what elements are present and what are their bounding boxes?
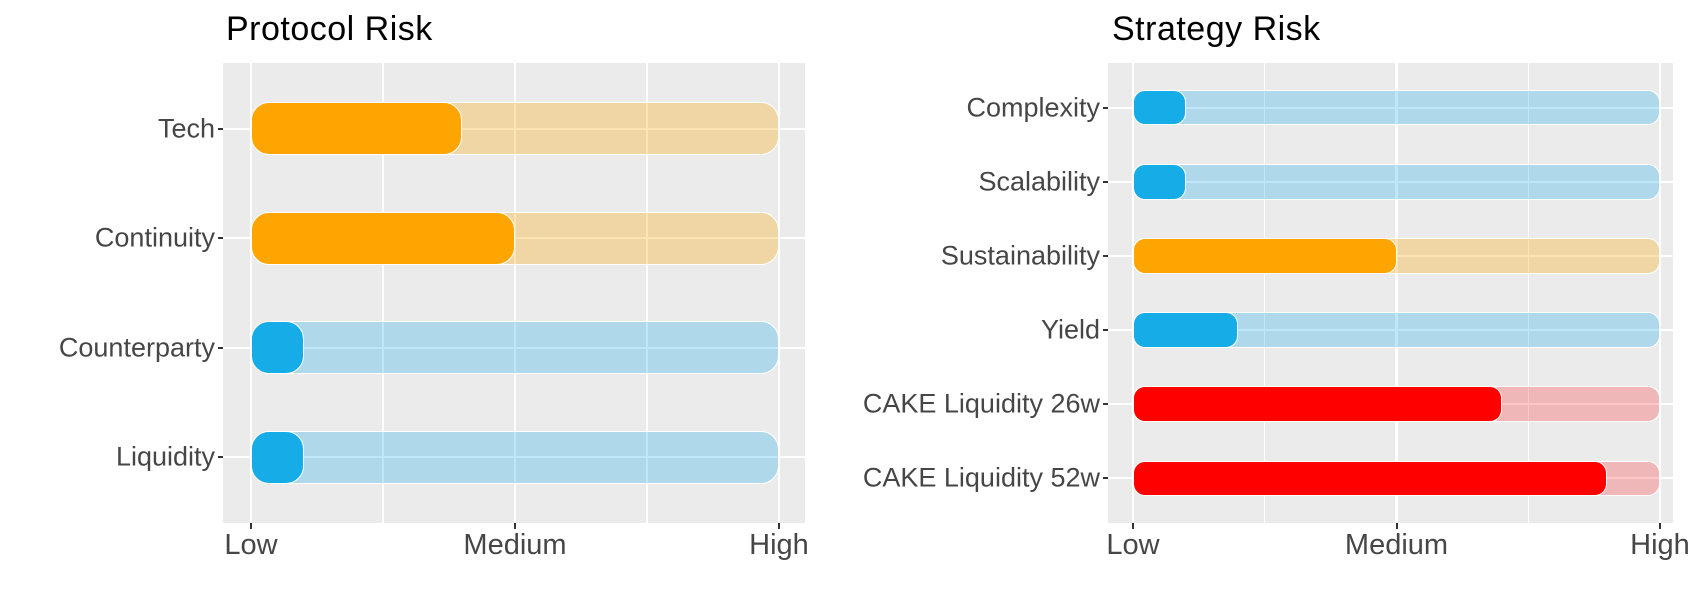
x-axis-tick (778, 523, 780, 529)
bar-fill (1133, 89, 1186, 126)
y-axis-tick (1103, 403, 1108, 406)
y-axis-tick (1103, 329, 1108, 332)
y-axis-tick (1103, 106, 1108, 109)
major-gridline (1131, 63, 1135, 523)
y-axis-label: Liquidity (115, 441, 215, 472)
x-axis-label: High (1630, 529, 1690, 561)
plot-panel (223, 63, 805, 523)
x-axis-label: Medium (463, 529, 567, 561)
strategy-risk-chart: Strategy Risk Complexity Scalability Susta… (850, 0, 1700, 612)
y-axis-tick (218, 237, 223, 240)
protocol-risk-chart: Protocol Risk Tech Continuity Counterparty… (58, 10, 809, 561)
bar-track (251, 321, 779, 375)
x-axis-tick (514, 523, 516, 529)
major-gridline (1395, 63, 1398, 523)
y-axis-label: Scalability (978, 166, 1100, 197)
x-axis-tick (1659, 523, 1661, 529)
bar-track (251, 431, 779, 484)
minor-gridline (646, 63, 648, 523)
plot-panel (1108, 63, 1673, 523)
y-axis-label: Complexity (966, 92, 1100, 123)
minor-gridline (1264, 63, 1266, 523)
y-axis-label: CAKE Liquidity 52w (862, 462, 1100, 493)
x-axis-label: Low (224, 529, 278, 561)
bar-fill (1133, 163, 1186, 200)
minor-gridline (382, 63, 384, 523)
bar-fill (251, 102, 463, 155)
chart-title: Protocol Risk (226, 10, 433, 48)
bar-fill (1133, 238, 1397, 274)
bar-fill (1133, 312, 1239, 348)
x-axis-label: Medium (1344, 529, 1449, 561)
y-axis-tick (218, 346, 223, 349)
y-axis-label: Tech (157, 113, 215, 144)
major-gridline (777, 63, 781, 523)
bar-fill (251, 211, 515, 265)
horizontal-gridline (223, 127, 805, 130)
y-axis-tick (218, 127, 223, 130)
y-axis-label: Yield (1040, 314, 1100, 345)
x-axis-tick (1395, 523, 1398, 529)
x-axis-tick (250, 523, 252, 529)
bar-track (1133, 163, 1660, 200)
horizontal-gridline (223, 346, 805, 349)
bar-fill (1133, 460, 1608, 497)
horizontal-gridline (1108, 329, 1673, 332)
bar-track (1133, 89, 1660, 126)
major-gridline (1658, 63, 1662, 523)
major-gridline (513, 63, 517, 523)
horizontal-gridline (223, 456, 805, 459)
y-axis-label: Continuity (94, 222, 215, 253)
bar-fill (251, 431, 304, 484)
y-axis-tick (1103, 477, 1108, 480)
bar-fill (251, 321, 304, 375)
y-axis-label: Counterparty (58, 332, 215, 363)
major-gridline (249, 63, 253, 523)
y-axis-tick (218, 456, 223, 459)
y-axis-label: CAKE Liquidity 26w (862, 388, 1100, 419)
horizontal-gridline (1108, 180, 1673, 183)
minor-gridline (1527, 63, 1529, 523)
x-axis-tick (1132, 523, 1134, 529)
y-axis-tick (1103, 254, 1108, 257)
bar-fill (1133, 386, 1502, 423)
x-axis-label: Low (1106, 529, 1160, 561)
chart-title: Strategy Risk (1112, 10, 1321, 48)
x-axis-label: High (749, 529, 809, 561)
y-axis-tick (1103, 180, 1108, 183)
horizontal-gridline (1108, 106, 1673, 109)
y-axis-label: Sustainability (940, 240, 1100, 271)
